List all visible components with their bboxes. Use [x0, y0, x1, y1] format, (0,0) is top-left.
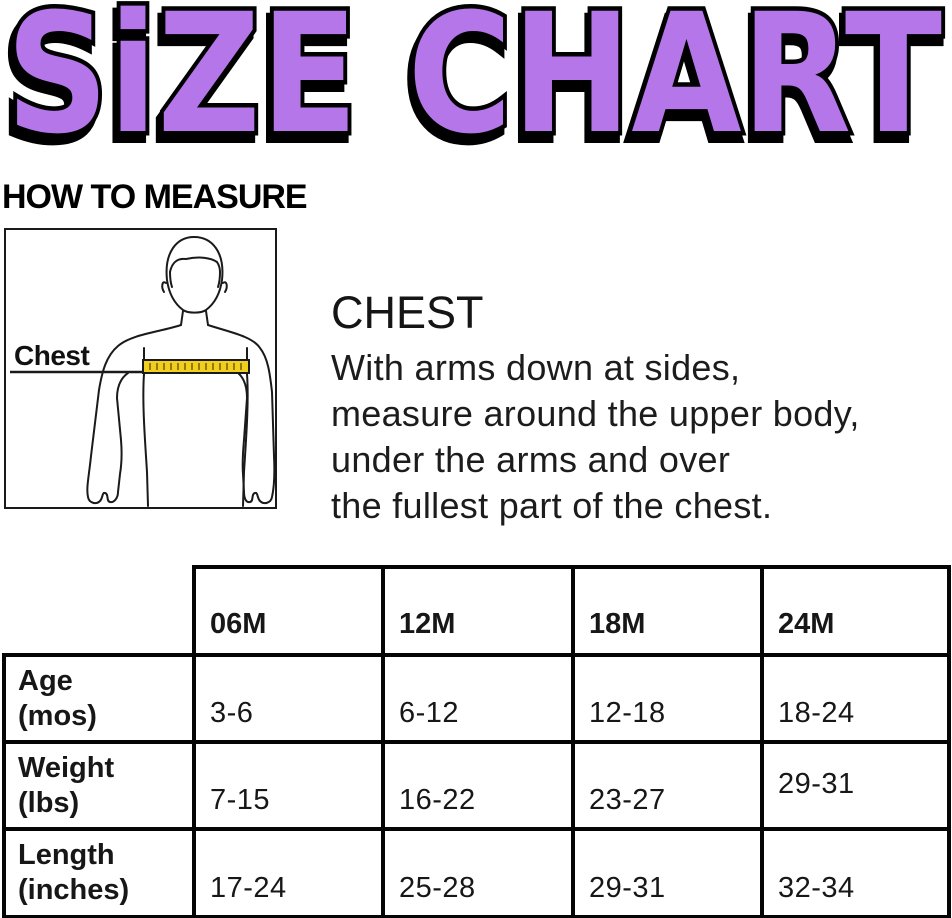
row-label-age: Age (mos) [2, 653, 196, 744]
neck-left [180, 310, 184, 326]
size-chart-title: SiZE CHART SiZE CHART [0, 0, 947, 158]
table-cell: 6-12 [381, 653, 575, 744]
torso-illustration [10, 236, 275, 507]
table-cell: 18-24 [760, 653, 951, 744]
figure-chest-label: Chest [14, 340, 90, 371]
table-row-age: Age (mos) 3-6 6-12 12-18 18-24 [2, 653, 951, 744]
chest-heading: CHEST [331, 287, 484, 338]
ear-left-icon [161, 281, 167, 293]
table-row-length: Length (inches) 17-24 25-28 29-31 32-34 [2, 827, 951, 918]
table-cell: 17-24 [192, 827, 385, 918]
table-cell: 29-31 [571, 827, 764, 918]
left-arm-outline [86, 324, 182, 505]
size-chart-table: 06M 12M 18M 24M Age (mos) 3-6 6-12 12-18… [2, 565, 951, 918]
table-cell: 32-34 [760, 827, 951, 918]
table-cell: 23-27 [571, 740, 764, 831]
table-corner-empty-cell [4, 567, 194, 655]
table-cell: 16-22 [381, 740, 575, 831]
row-label-text: Age [18, 664, 73, 697]
hairline [169, 256, 221, 273]
hair-side-right [217, 271, 221, 288]
hair-side-left [169, 271, 173, 288]
column-header-18m: 18M [571, 565, 764, 657]
title-shadow-text: SiZE CHART [2, 0, 940, 158]
chest-description-line: the fullest part of the chest. [331, 485, 773, 526]
chest-description-line: under the arms and over [331, 439, 731, 480]
torso-side-right [242, 373, 249, 507]
row-label-unit: (lbs) [18, 786, 80, 819]
tape-tick-marks [149, 363, 242, 370]
neck-right [205, 310, 209, 326]
table-cell: 3-6 [192, 653, 385, 744]
right-arm-outline [207, 324, 275, 505]
chest-description-line: With arms down at sides, [331, 347, 741, 388]
title-text: SiZE CHART [6, 0, 942, 158]
row-label-weight: Weight (lbs) [2, 740, 196, 831]
ear-right-icon [222, 281, 228, 293]
row-label-text: Weight [18, 751, 115, 784]
chest-description-block: CHEST With arms down at sides, measure a… [331, 290, 860, 529]
how-to-measure-heading: HOW TO MEASURE [2, 178, 308, 216]
table-row-weight: Weight (lbs) 7-15 16-22 23-27 29-31 [2, 740, 951, 831]
column-header-06m: 06M [192, 565, 385, 657]
row-label-length: Length (inches) [2, 827, 196, 918]
table-cell: 29-31 [760, 740, 951, 831]
row-label-unit: (mos) [18, 699, 97, 732]
row-label-unit: (inches) [18, 874, 130, 906]
head-outline [165, 236, 224, 314]
column-header-24m: 24M [760, 565, 951, 657]
measure-figure-box: Chest [4, 228, 277, 509]
measuring-tape [142, 359, 250, 374]
row-label-text: Length [18, 839, 115, 871]
table-cell: 25-28 [381, 827, 575, 918]
chest-description-line: measure around the upper body, [331, 393, 860, 434]
table-cell: 12-18 [571, 653, 764, 744]
table-header-row: 06M 12M 18M 24M [4, 565, 951, 657]
torso-side-left [142, 373, 149, 507]
table-cell: 7-15 [192, 740, 385, 831]
column-header-12m: 12M [381, 565, 575, 657]
